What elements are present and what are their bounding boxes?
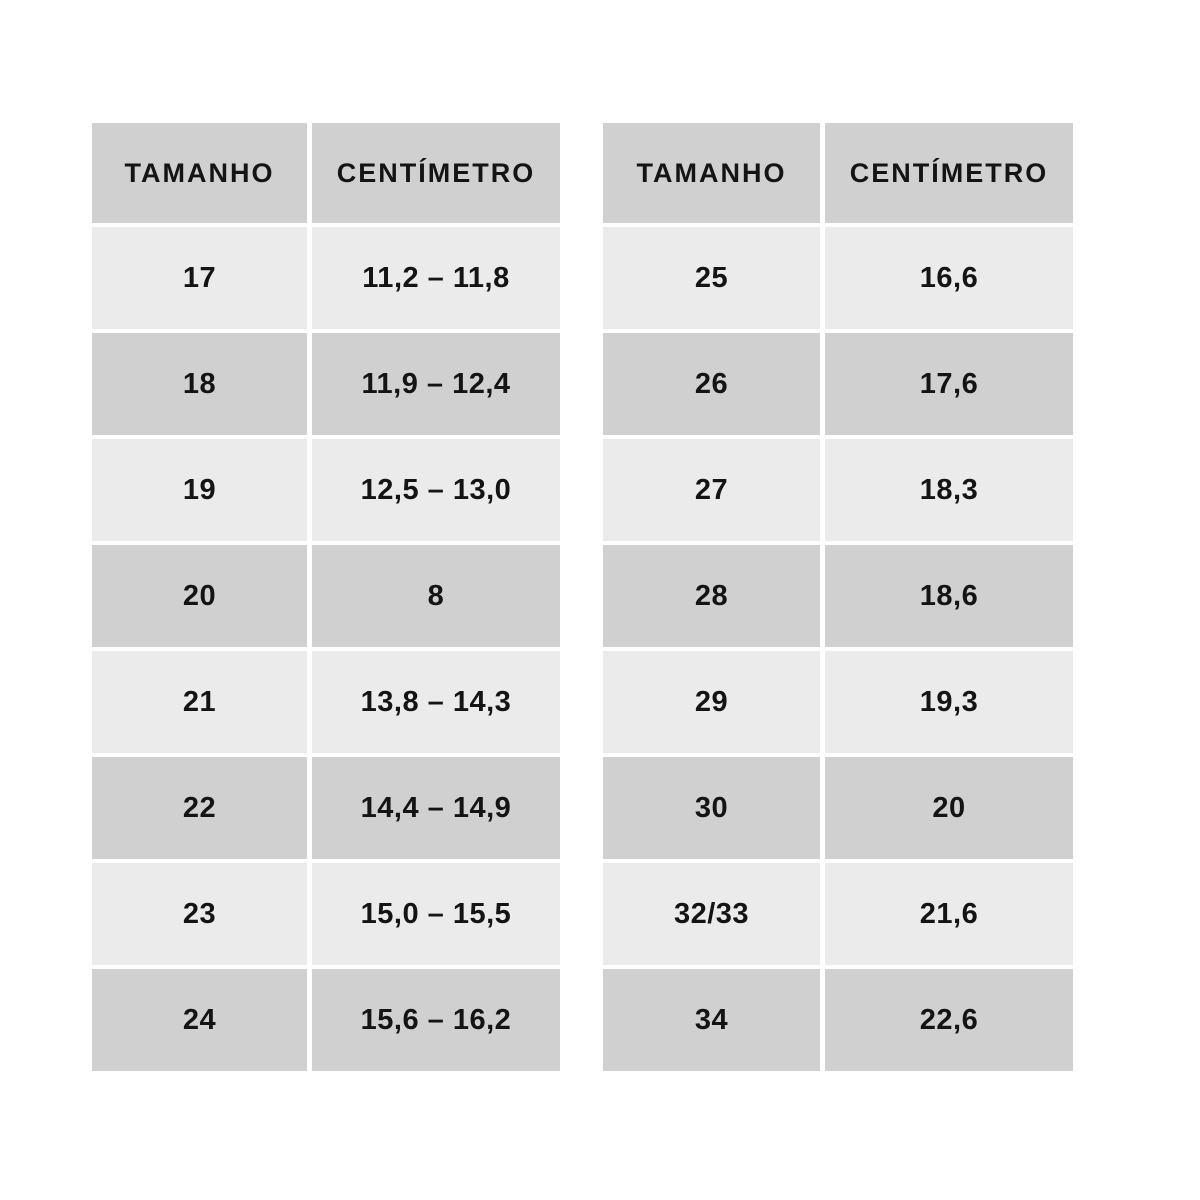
centimeter-cell: 8 xyxy=(312,545,560,647)
centimeter-cell: 17,6 xyxy=(825,333,1073,435)
centimeter-cell: 11,9 – 12,4 xyxy=(312,333,560,435)
size-cell: 30 xyxy=(603,757,820,859)
centimeter-cell: 15,6 – 16,2 xyxy=(312,969,560,1071)
size-cell: 26 xyxy=(603,333,820,435)
size-cell: 22 xyxy=(92,757,307,859)
column-header-tamanho: TAMANHO xyxy=(603,123,820,223)
centimeter-cell: 16,6 xyxy=(825,227,1073,329)
centimeter-cell: 18,6 xyxy=(825,545,1073,647)
centimeter-cell: 22,6 xyxy=(825,969,1073,1071)
size-table-left: TAMANHO CENTÍMETRO 17 11,2 – 11,8 18 11,9 –… xyxy=(92,123,560,1071)
size-cell: 19 xyxy=(92,439,307,541)
centimeter-cell: 12,5 – 13,0 xyxy=(312,439,560,541)
column-header-centimetro: CENTÍMETRO xyxy=(825,123,1073,223)
centimeter-cell: 18,3 xyxy=(825,439,1073,541)
centimeter-cell: 11,2 – 11,8 xyxy=(312,227,560,329)
centimeter-cell: 15,0 – 15,5 xyxy=(312,863,560,965)
size-cell: 28 xyxy=(603,545,820,647)
size-cell: 32/33 xyxy=(603,863,820,965)
size-cell: 27 xyxy=(603,439,820,541)
size-cell: 20 xyxy=(92,545,307,647)
size-cell: 24 xyxy=(92,969,307,1071)
size-cell: 23 xyxy=(92,863,307,965)
size-table-right: TAMANHO CENTÍMETRO 25 16,6 26 17,6 27 18,3 28 1… xyxy=(603,123,1073,1071)
size-cell: 21 xyxy=(92,651,307,753)
size-cell: 17 xyxy=(92,227,307,329)
size-cell: 34 xyxy=(603,969,820,1071)
centimeter-cell: 21,6 xyxy=(825,863,1073,965)
centimeter-cell: 19,3 xyxy=(825,651,1073,753)
size-cell: 18 xyxy=(92,333,307,435)
column-header-tamanho: TAMANHO xyxy=(92,123,307,223)
column-header-centimetro: CENTÍMETRO xyxy=(312,123,560,223)
size-cell: 25 xyxy=(603,227,820,329)
centimeter-cell: 13,8 – 14,3 xyxy=(312,651,560,753)
centimeter-cell: 14,4 – 14,9 xyxy=(312,757,560,859)
size-cell: 29 xyxy=(603,651,820,753)
centimeter-cell: 20 xyxy=(825,757,1073,859)
